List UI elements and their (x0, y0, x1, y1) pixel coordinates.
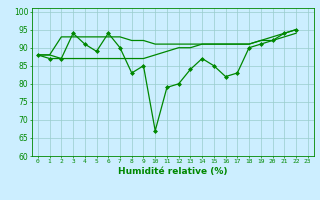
X-axis label: Humidité relative (%): Humidité relative (%) (118, 167, 228, 176)
